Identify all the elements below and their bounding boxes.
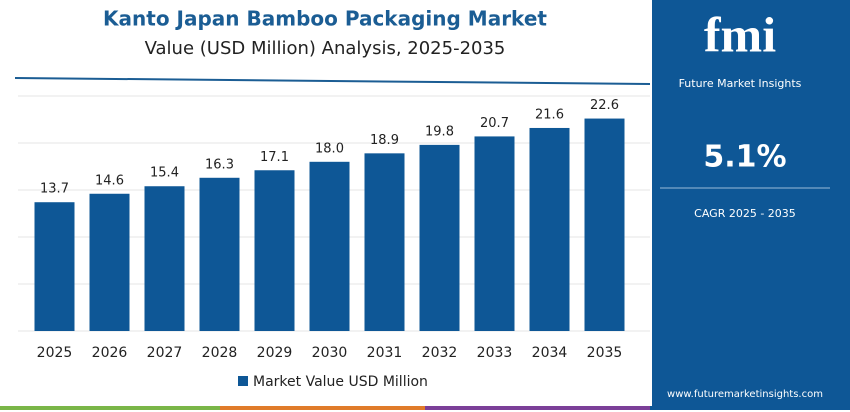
cagr-label: CAGR 2025 - 2035 [694,207,796,220]
stripe [220,406,425,410]
value-label: 21.6 [535,107,564,122]
x-tick-label: 2025 [37,345,73,361]
bar [474,136,515,331]
title-rule [14,77,651,85]
bar [584,118,625,331]
x-tick-label: 2033 [477,345,513,361]
bar [364,153,405,331]
x-tick-label: 2029 [257,345,293,361]
stripe [650,406,850,410]
value-label: 22.6 [590,98,619,113]
x-tick-label: 2027 [147,345,183,361]
legend-swatch [238,376,248,386]
chart-subtitle: Value (USD Million) Analysis, 2025-2035 [145,38,506,59]
x-tick-label: 2031 [367,345,403,361]
bar [254,170,295,331]
value-label: 17.1 [260,150,289,165]
x-tick-label: 2030 [312,345,348,361]
bar [34,202,75,331]
bar [309,161,350,331]
x-tick-label: 2035 [587,345,623,361]
value-label: 20.7 [480,116,509,131]
legend-label: Market Value USD Million [253,374,428,390]
stripe [0,406,220,410]
x-tick-label: 2034 [532,345,568,361]
website: www.futuremarketinsights.com [667,389,823,400]
sidebar [652,0,850,406]
value-label: 18.9 [370,133,399,148]
bar [419,144,460,331]
x-tick-label: 2032 [422,345,458,361]
value-label: 14.6 [95,173,124,188]
value-label: 15.4 [150,166,179,181]
value-label: 13.7 [40,182,69,197]
brand: Future Market Insights [679,77,802,90]
x-tick-label: 2028 [202,345,238,361]
value-label: 18.0 [315,141,344,156]
bar [144,186,185,331]
stripe [425,406,650,410]
bar [199,177,240,331]
chart-title: Kanto Japan Bamboo Packaging Market [103,7,547,31]
x-tick-label: 2026 [92,345,128,361]
bar [529,127,570,332]
value-label: 16.3 [205,157,234,172]
cagr-value: 5.1% [703,140,786,175]
bar [89,193,130,331]
plot-area: 2025 13.7 2026 14.6 2027 15.4 2028 16.3 2029 17.1… [18,95,650,390]
logo: fmi [704,6,776,62]
value-label: 19.8 [425,124,454,139]
